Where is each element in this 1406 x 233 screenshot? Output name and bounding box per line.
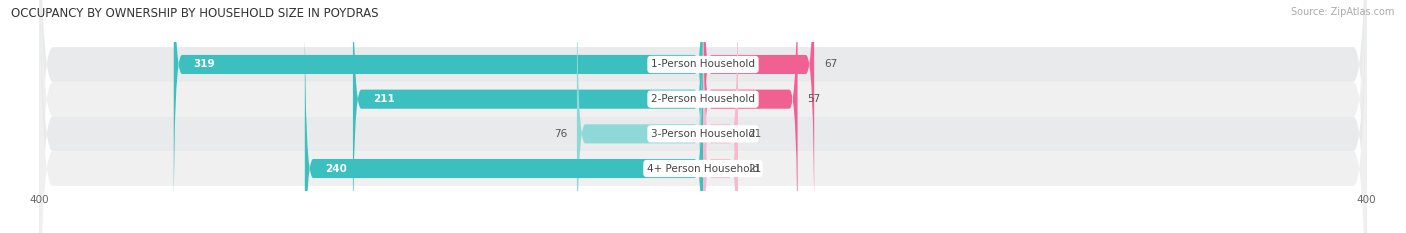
Text: 21: 21: [748, 164, 761, 174]
Text: 67: 67: [824, 59, 838, 69]
Text: 1-Person Household: 1-Person Household: [651, 59, 755, 69]
Text: 3-Person Household: 3-Person Household: [651, 129, 755, 139]
FancyBboxPatch shape: [703, 5, 738, 233]
FancyBboxPatch shape: [174, 0, 703, 228]
FancyBboxPatch shape: [39, 0, 1367, 233]
Text: 4+ Person Household: 4+ Person Household: [647, 164, 759, 174]
FancyBboxPatch shape: [703, 0, 738, 233]
Text: 2-Person Household: 2-Person Household: [651, 94, 755, 104]
FancyBboxPatch shape: [703, 0, 797, 233]
FancyBboxPatch shape: [39, 0, 1367, 233]
FancyBboxPatch shape: [39, 0, 1367, 233]
Text: Source: ZipAtlas.com: Source: ZipAtlas.com: [1291, 7, 1395, 17]
Text: 319: 319: [194, 59, 215, 69]
Text: 76: 76: [554, 129, 567, 139]
FancyBboxPatch shape: [703, 0, 814, 228]
Text: 240: 240: [325, 164, 347, 174]
Text: 57: 57: [807, 94, 821, 104]
Text: 211: 211: [373, 94, 395, 104]
FancyBboxPatch shape: [305, 5, 703, 233]
Text: 21: 21: [748, 129, 761, 139]
FancyBboxPatch shape: [39, 0, 1367, 233]
FancyBboxPatch shape: [576, 0, 703, 233]
Text: OCCUPANCY BY OWNERSHIP BY HOUSEHOLD SIZE IN POYDRAS: OCCUPANCY BY OWNERSHIP BY HOUSEHOLD SIZE…: [11, 7, 378, 20]
FancyBboxPatch shape: [353, 0, 703, 233]
